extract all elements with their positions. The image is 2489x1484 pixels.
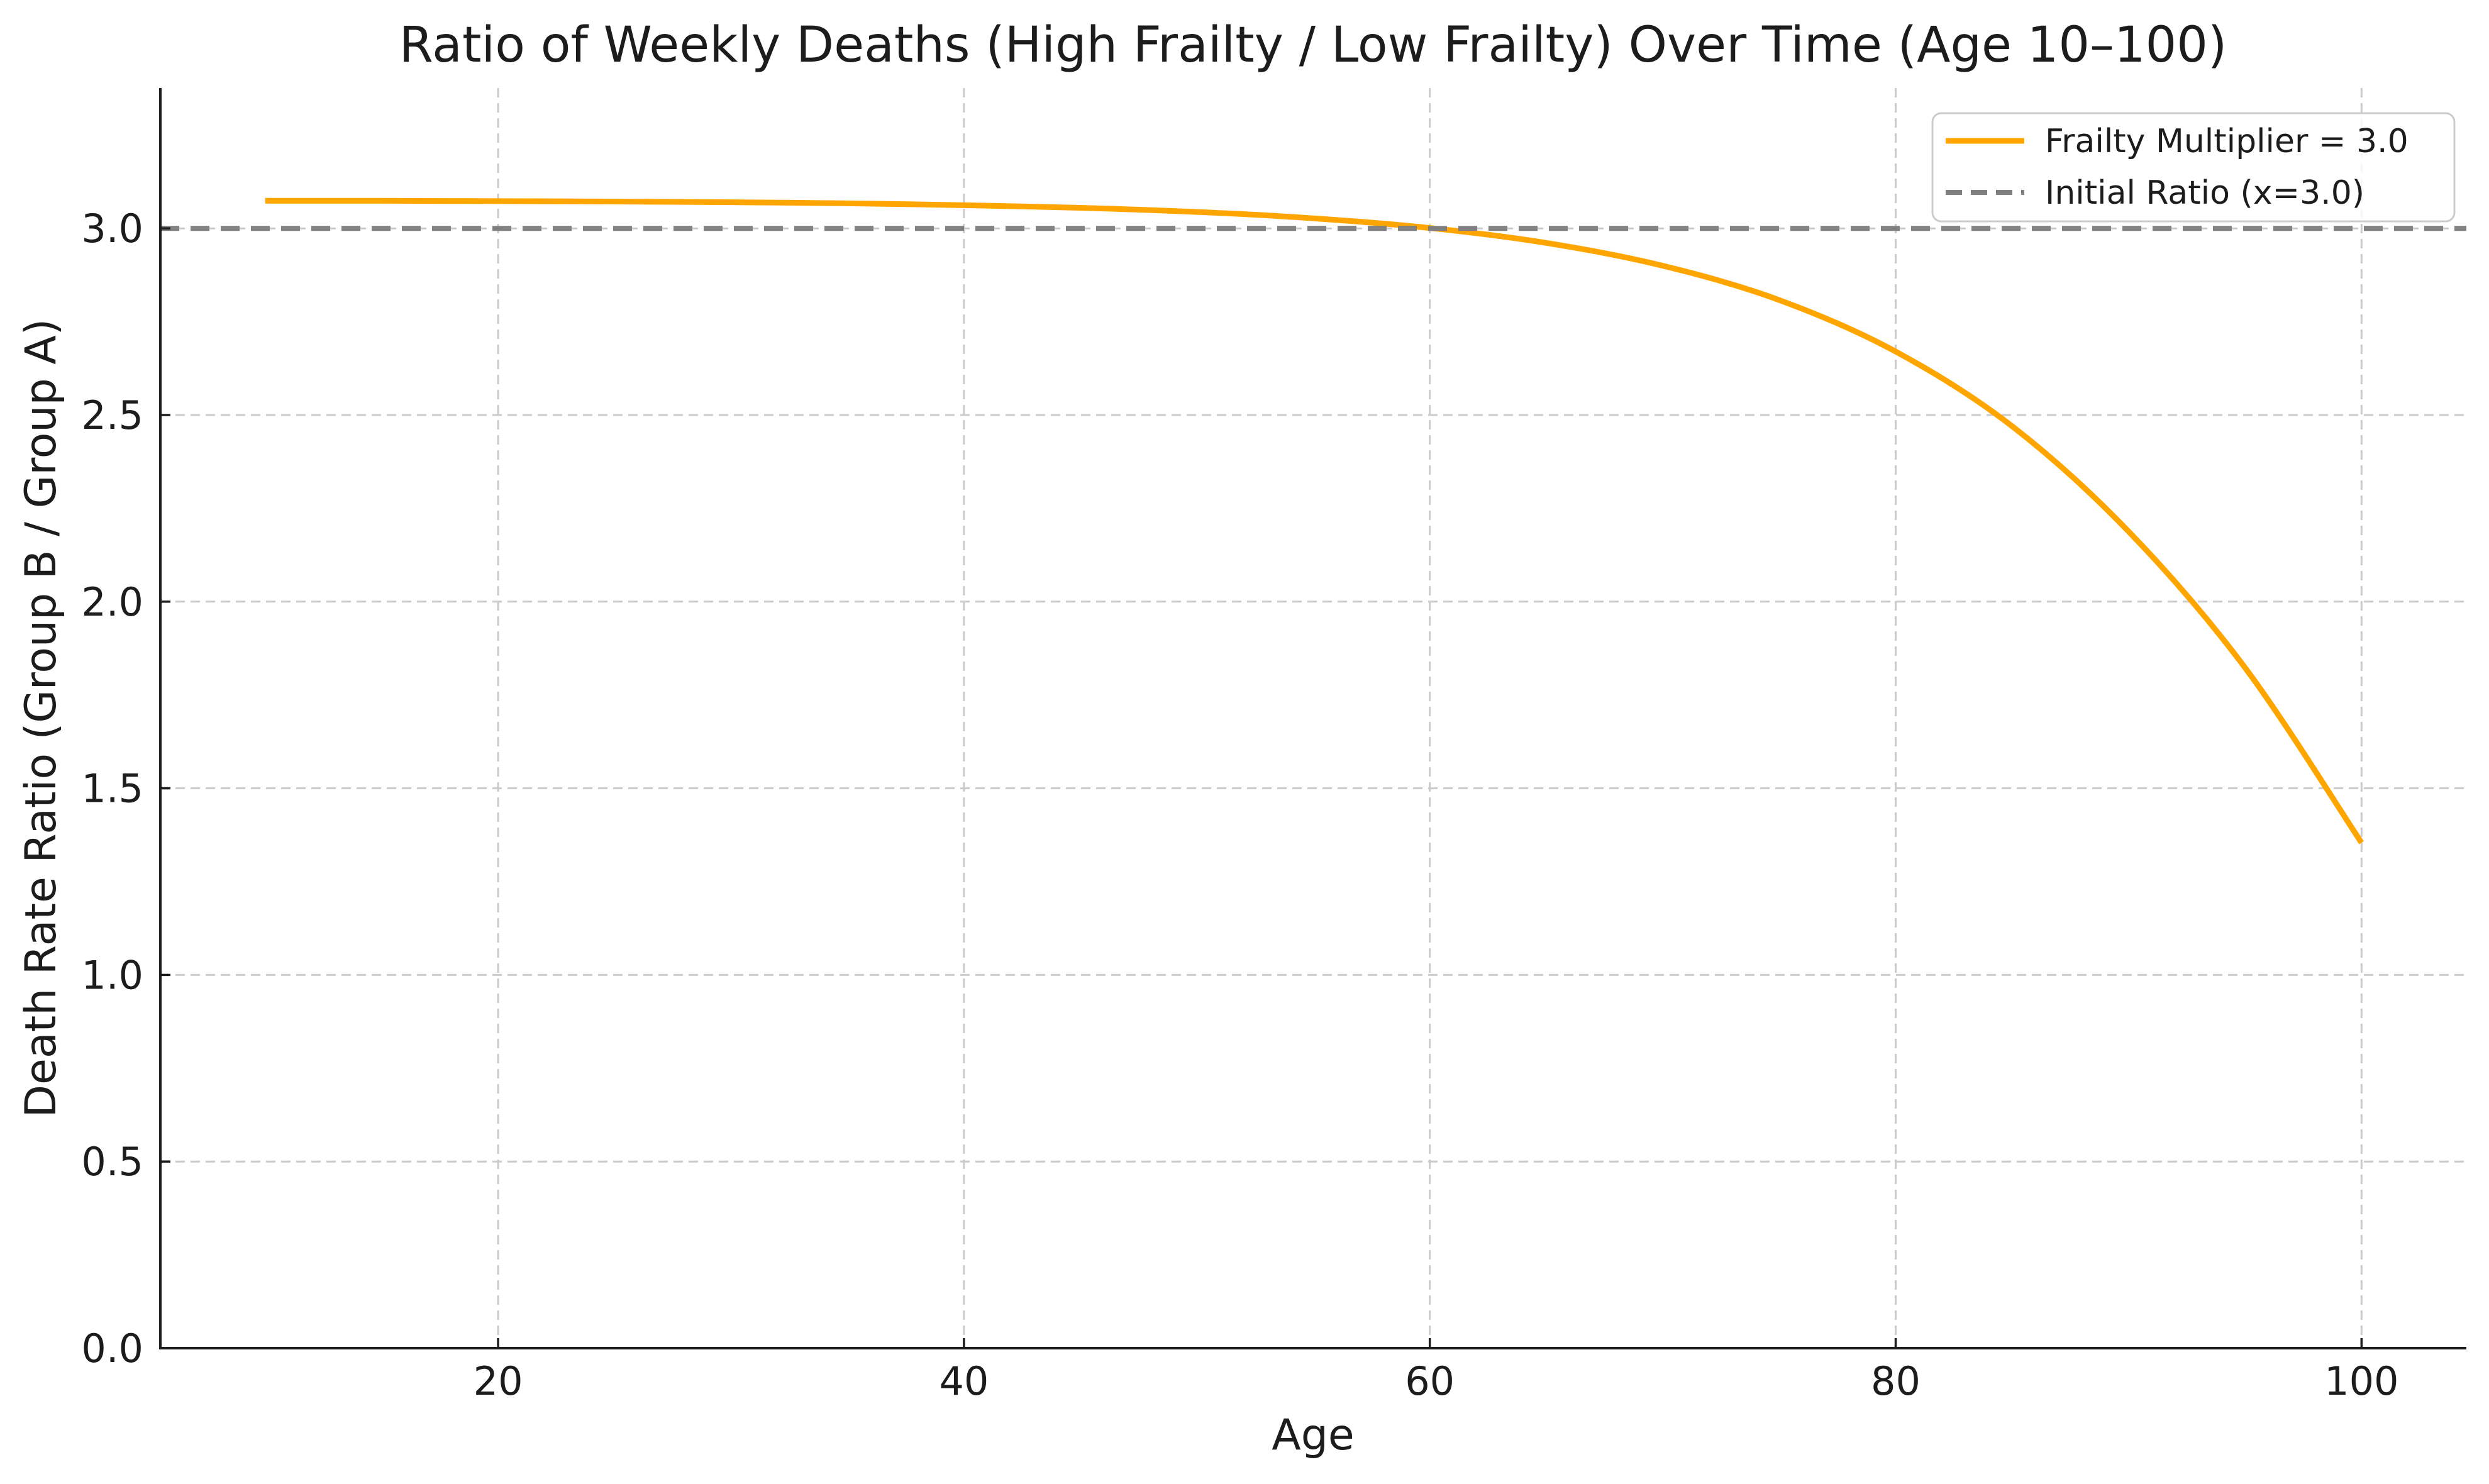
axes-layer <box>159 88 2466 1349</box>
y-tick-label: 0.5 <box>81 1139 143 1185</box>
x-tick-label: 100 <box>2324 1358 2398 1404</box>
frailty-multiplier-line <box>265 197 2364 844</box>
y-axis-label: Death Rate Ratio (Group B / Group A) <box>16 319 66 1118</box>
x-tick-label: 60 <box>1405 1358 1455 1404</box>
x-tick-label: 40 <box>939 1358 989 1404</box>
x-axis-label: Age <box>1272 1410 1355 1460</box>
legend: Frailty Multiplier = 3.0 Initial Ratio (… <box>1931 112 2456 223</box>
y-tick-label: 1.5 <box>81 766 143 812</box>
legend-box <box>1931 112 2456 223</box>
chart-title: Ratio of Weekly Deaths (High Frailty / L… <box>399 17 2227 74</box>
y-tick-label: 2.0 <box>81 579 143 625</box>
legend-label-initial-ratio: Initial Ratio (x=3.0) <box>2045 174 2364 212</box>
tick-label-layer: 20 40 60 80 100 0.0 0.5 1.0 1.5 2.0 2.5 3.0 <box>81 206 2398 1404</box>
series-layer <box>160 197 2466 844</box>
y-tick-label: 3.0 <box>81 206 143 252</box>
y-tick-label: 0.0 <box>81 1326 143 1371</box>
y-tick-label: 2.5 <box>81 392 143 438</box>
x-tick-label: 80 <box>1871 1358 1921 1404</box>
legend-label-frailty: Frailty Multiplier = 3.0 <box>2045 123 2409 160</box>
x-tick-label: 20 <box>474 1358 523 1404</box>
grid-layer <box>160 88 2466 1348</box>
y-tick-label: 1.0 <box>81 952 143 998</box>
